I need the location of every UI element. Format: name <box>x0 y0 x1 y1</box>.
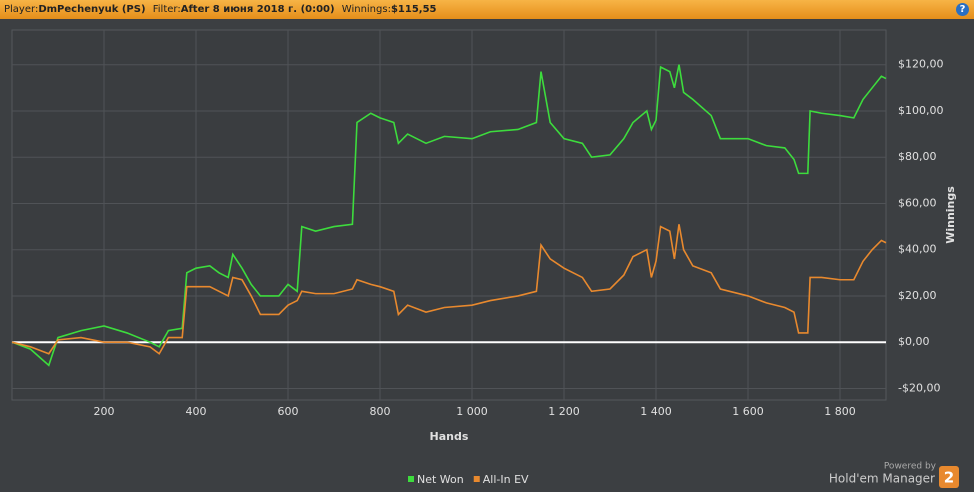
x-tick-label: 1 000 <box>456 405 488 418</box>
y-tick-label: $100,00 <box>898 104 944 117</box>
label: Winnings: <box>341 4 391 15</box>
legend-label: Net Won <box>417 473 464 486</box>
logo: 2 <box>944 469 954 487</box>
series-line <box>11 64 887 367</box>
header-bar: Player:DmPechenyuk (PS) Filter:After 8 и… <box>0 0 974 19</box>
legend-label: All-In EV <box>483 473 529 486</box>
label: Filter: <box>152 4 181 15</box>
plot-area <box>11 29 887 401</box>
x-tick-label: 400 <box>186 405 207 418</box>
help-button[interactable]: ? <box>956 3 969 16</box>
x-tick-label: 1 600 <box>732 405 764 418</box>
powered-by: Powered by <box>884 462 937 472</box>
logo-box <box>939 466 959 488</box>
filter: After 8 июня 2018 г. (0:00) <box>180 4 335 15</box>
player: DmPechenyuk (PS) <box>38 4 146 15</box>
label: Player: <box>4 4 39 15</box>
legend-swatch <box>408 476 414 482</box>
x-tick-label: 1 200 <box>548 405 580 418</box>
x-axis-title: Hands <box>430 430 469 443</box>
x-tick-label: 800 <box>370 405 391 418</box>
y-tick-label: $20,00 <box>898 289 937 302</box>
y-tick-label: $80,00 <box>898 150 937 163</box>
y-tick-label: $0,00 <box>898 335 930 348</box>
x-tick-label: 600 <box>278 405 299 418</box>
y-axis-title: Winnings <box>944 186 957 244</box>
x-tick-label: 200 <box>94 405 115 418</box>
y-tick-label: $120,00 <box>898 58 944 71</box>
winnings: $115,55 <box>390 4 437 15</box>
x-tick-label: 1 400 <box>640 405 672 418</box>
series-line <box>11 224 887 355</box>
y-tick-label: $60,00 <box>898 196 937 209</box>
brand: Hold'em Manager <box>829 472 935 486</box>
legend-swatch <box>473 476 480 482</box>
y-tick-label: -$20,00 <box>898 381 940 394</box>
grid <box>11 29 887 401</box>
y-tick-label: $40,00 <box>898 243 937 256</box>
x-tick-label: 1 800 <box>824 405 856 418</box>
